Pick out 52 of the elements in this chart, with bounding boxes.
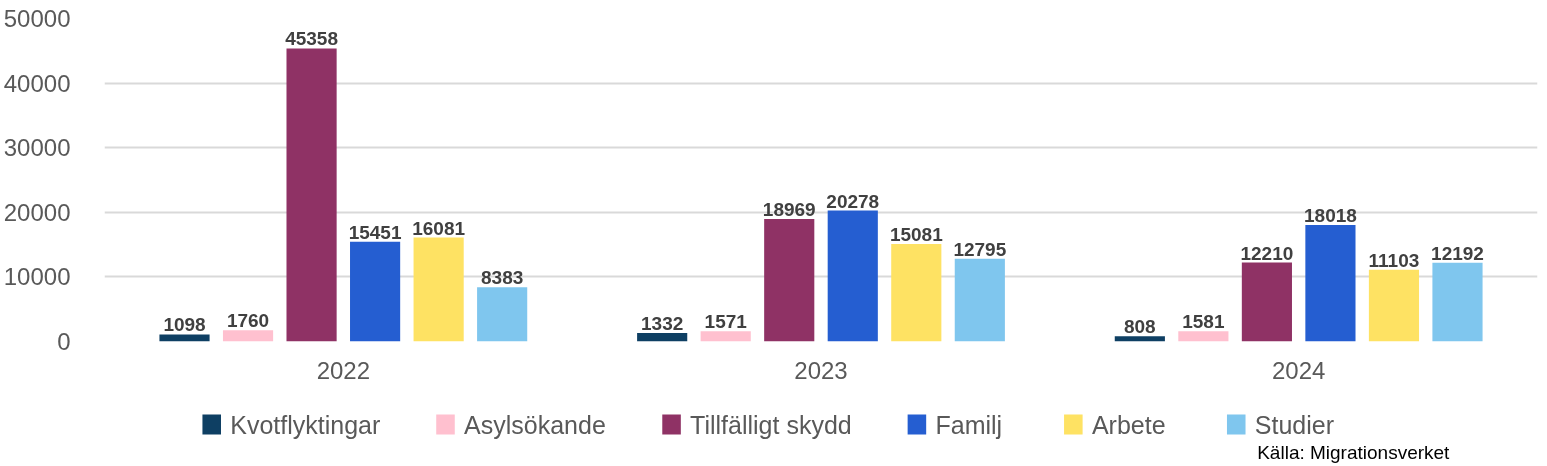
- data-label: 1332: [641, 312, 684, 334]
- data-label: 16081: [412, 217, 466, 239]
- data-label: 808: [1123, 316, 1156, 338]
- data-label: 15081: [889, 224, 944, 246]
- legend-label: Asylsökande: [464, 410, 606, 439]
- bar: [637, 332, 688, 342]
- data-label: 18018: [1304, 205, 1357, 227]
- bar: [827, 210, 878, 342]
- data-label: 1581: [1182, 311, 1225, 333]
- data-label: 15451: [348, 221, 402, 243]
- bar: [954, 258, 1005, 342]
- legend-label: Arbete: [1091, 410, 1166, 439]
- bar: [1305, 225, 1356, 342]
- y-tick-label: 10000: [3, 263, 71, 291]
- y-tick-label: 40000: [3, 69, 71, 97]
- data-label: 12210: [1240, 242, 1294, 264]
- y-tick-label: 50000: [3, 5, 71, 32]
- legend-label: Studier: [1254, 410, 1335, 439]
- bar: [413, 237, 464, 342]
- bar: [764, 218, 815, 342]
- data-label: 8383: [481, 267, 524, 289]
- y-tick-label: 30000: [3, 134, 71, 162]
- legend-label: Kvotflyktingar: [230, 410, 381, 439]
- x-tick-label: 2024: [1271, 356, 1326, 384]
- bar: [222, 330, 274, 342]
- bar: [286, 48, 337, 342]
- x-tick-label: 2023: [794, 356, 848, 384]
- bar: [477, 287, 528, 342]
- legend-label: Tillfälligt skydd: [690, 410, 852, 439]
- bar: [700, 331, 751, 342]
- text: Källa: Migrationsverket: [1257, 441, 1451, 463]
- data-label: 45358: [285, 28, 338, 50]
- data-label: 1571: [704, 311, 748, 333]
- y-tick-label: 20000: [3, 198, 71, 226]
- data-label: 12795: [953, 238, 1007, 260]
- data-label: 1098: [163, 314, 206, 336]
- legend-label: Familj: [935, 410, 1003, 439]
- bar: [891, 244, 942, 342]
- data-label: 1760: [226, 310, 270, 332]
- x-tick-label: 2022: [316, 356, 371, 384]
- bar: [1368, 269, 1420, 342]
- bar: [1114, 336, 1165, 342]
- data-label: 20278: [826, 190, 880, 212]
- bar: [159, 334, 210, 342]
- bar: [1432, 262, 1483, 342]
- data-label: 12192: [1431, 242, 1484, 264]
- y-tick-label: 0: [57, 328, 71, 355]
- bar: [1178, 331, 1229, 342]
- data-label: 18969: [762, 198, 816, 220]
- data-label: 11103: [1368, 249, 1420, 271]
- bar: [1241, 262, 1292, 342]
- bar: [350, 241, 401, 342]
